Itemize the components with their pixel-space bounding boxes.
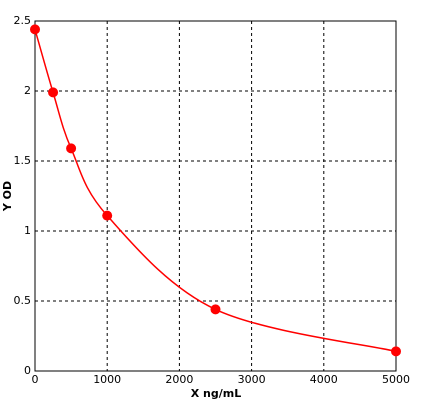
x-tick-label: 0 [32, 373, 39, 386]
y-tick-label: 1.5 [14, 154, 32, 167]
data-point [391, 346, 401, 357]
y-tick-label: 2 [24, 84, 31, 97]
plot-frame [34, 20, 397, 372]
data-point [210, 304, 221, 315]
x-tick-label: 2000 [165, 373, 193, 386]
x-tick-label: 4000 [310, 373, 338, 386]
y-tick-label: 2.5 [14, 14, 32, 27]
x-axis-label: X ng/mL [191, 387, 242, 400]
data-point [66, 143, 77, 154]
x-tick-label: 1000 [93, 373, 121, 386]
data-point [48, 87, 59, 98]
y-tick-label: 0.5 [14, 294, 32, 307]
y-axis-label: Y OD [1, 181, 14, 212]
data-point [30, 24, 40, 35]
data-point [102, 210, 113, 221]
y-tick-label: 1 [24, 224, 31, 237]
x-tick-label: 5000 [382, 373, 410, 386]
y-tick-label: 0 [24, 364, 31, 377]
x-tick-label: 3000 [238, 373, 266, 386]
